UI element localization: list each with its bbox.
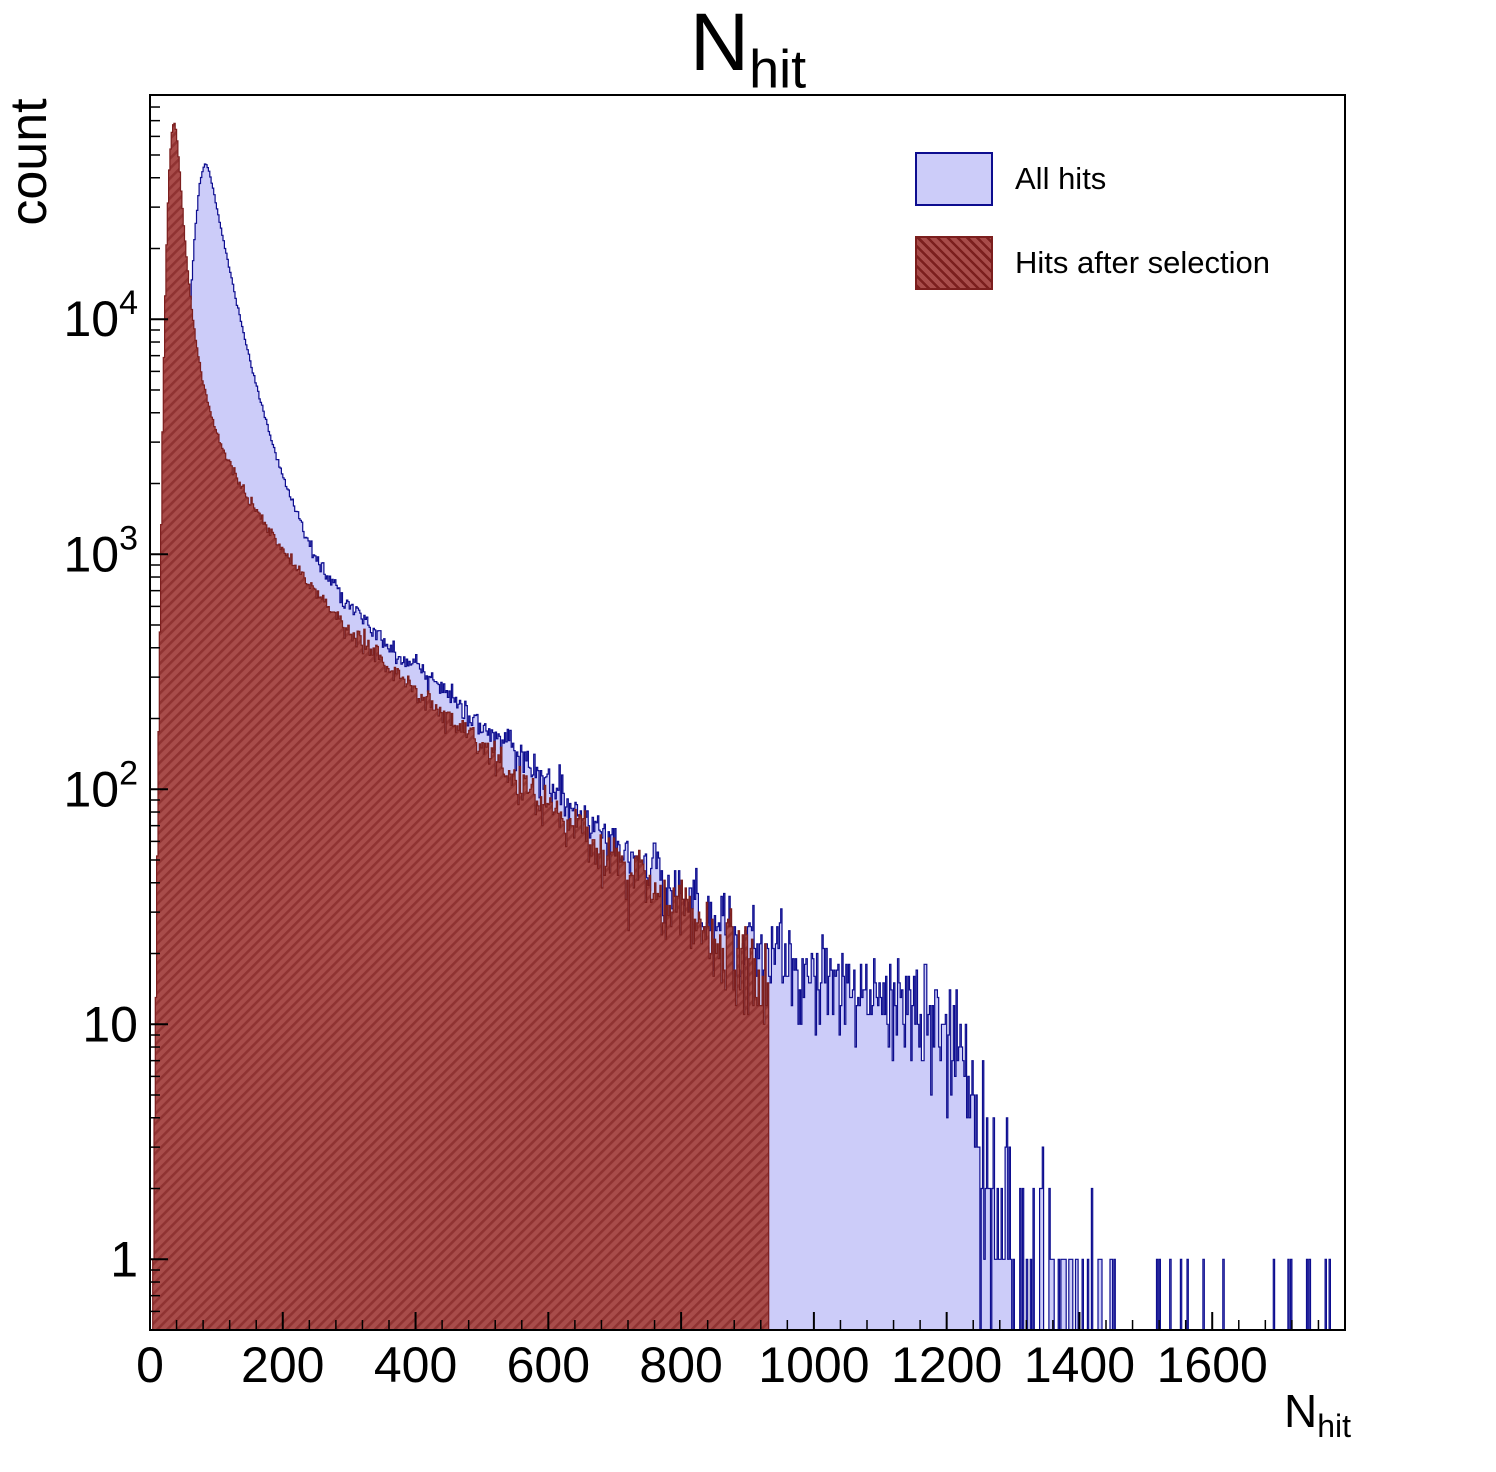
chart-title-sub: hit <box>749 39 807 100</box>
svg-text:400: 400 <box>374 1337 457 1393</box>
svg-text:600: 600 <box>507 1337 590 1393</box>
legend-item-all-hits: All hits <box>915 152 1270 206</box>
chart-title-main: N <box>689 0 750 88</box>
legend: All hits Hits after selection <box>915 152 1270 320</box>
x-axis-label: Nhit <box>1284 1384 1351 1445</box>
svg-text:800: 800 <box>639 1337 722 1393</box>
plot-frame <box>149 94 1346 1331</box>
svg-text:102: 102 <box>63 754 138 817</box>
legend-label-hits-after-selection: Hits after selection <box>1015 245 1270 280</box>
plot-layers: 0 200 400 600 800 1000 1200 1400 1600 1 10 102 103 10… <box>63 94 1346 1393</box>
svg-text:104: 104 <box>63 284 138 347</box>
x-axis: 0 200 400 600 800 1000 1200 1400 1600 <box>136 1312 1320 1393</box>
svg-text:10: 10 <box>82 996 138 1052</box>
legend-swatch-hits-after-selection <box>915 236 993 290</box>
svg-text:0: 0 <box>136 1337 164 1393</box>
legend-swatch-all-hits <box>915 152 993 206</box>
x-axis-label-main: N <box>1284 1385 1318 1437</box>
svg-text:1400: 1400 <box>1024 1337 1135 1393</box>
x-axis-label-sub: hit <box>1317 1408 1352 1445</box>
chart-title: Nhit <box>0 0 1496 98</box>
svg-text:1200: 1200 <box>891 1337 1002 1393</box>
legend-label-all-hits: All hits <box>1015 161 1107 196</box>
svg-text:103: 103 <box>63 519 138 582</box>
svg-text:200: 200 <box>241 1337 324 1393</box>
y-axis: 1 10 102 103 104 <box>63 106 168 1313</box>
y-axis-label: count <box>0 98 58 226</box>
series-hits-after-selection <box>152 122 770 1331</box>
svg-text:1000: 1000 <box>758 1337 869 1393</box>
svg-text:1: 1 <box>110 1231 138 1287</box>
svg-text:1600: 1600 <box>1157 1337 1268 1393</box>
legend-item-hits-after-selection: Hits after selection <box>915 236 1270 290</box>
